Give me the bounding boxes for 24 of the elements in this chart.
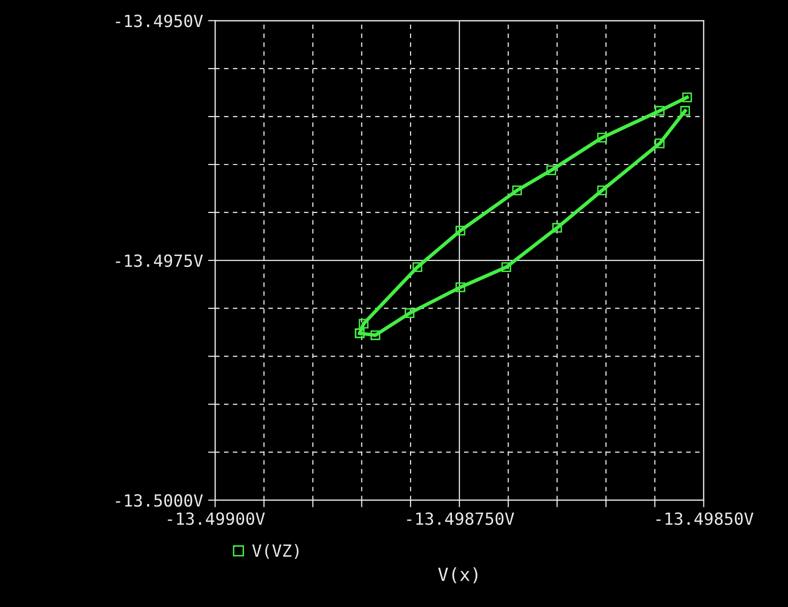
point	[597, 132, 607, 143]
point	[501, 262, 512, 272]
point	[456, 226, 466, 236]
point	[358, 318, 369, 329]
y-tick-label: -13.4975V	[116, 254, 203, 268]
point	[546, 165, 556, 176]
point	[456, 282, 466, 292]
x-tick-label: -13.498750V	[407, 512, 514, 525]
point	[370, 330, 380, 340]
x-tick-label: -13.49900V	[168, 512, 265, 525]
legend-label: V(VZ)	[252, 544, 298, 559]
point	[680, 106, 690, 116]
point	[552, 222, 562, 233]
point	[654, 138, 665, 148]
point	[404, 308, 414, 318]
y-tick-label: -13.5000V	[116, 494, 203, 507]
x-axis-title: V(x)	[438, 567, 478, 584]
point	[597, 186, 607, 196]
point	[682, 92, 692, 102]
y-tick-label: -13.4950V	[116, 14, 203, 28]
point	[654, 106, 665, 116]
point	[412, 262, 422, 272]
point	[512, 186, 522, 196]
x-tick-label: -13.49850V	[656, 512, 754, 525]
